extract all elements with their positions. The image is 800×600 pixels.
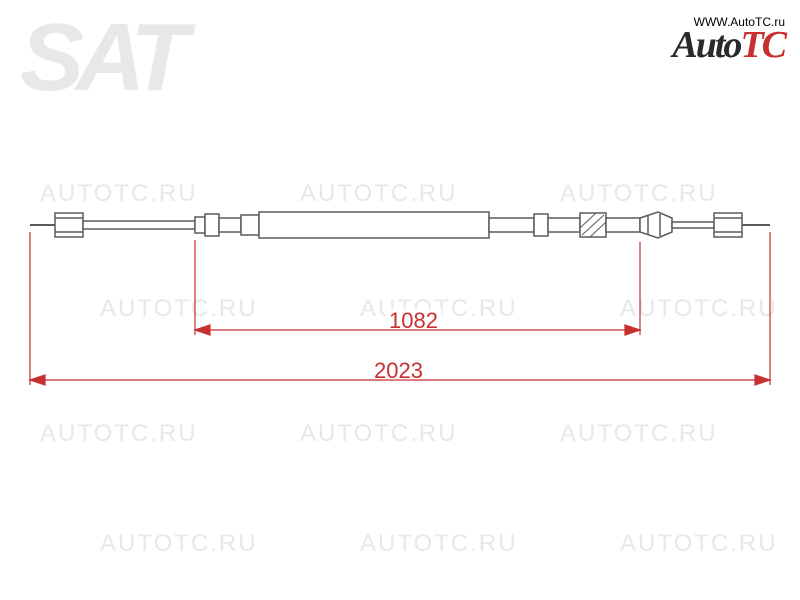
dimension-inner xyxy=(195,240,640,335)
dimension-overall xyxy=(30,232,770,385)
logo-tc-part: TC xyxy=(740,24,785,66)
part-body xyxy=(30,212,770,238)
technical-drawing xyxy=(0,0,800,600)
logo-main: AutoTC xyxy=(672,23,785,67)
logo-auto-part: Auto xyxy=(672,24,740,66)
autotc-corner-logo: WWW.AutoTC.ru AutoTC xyxy=(672,15,785,67)
